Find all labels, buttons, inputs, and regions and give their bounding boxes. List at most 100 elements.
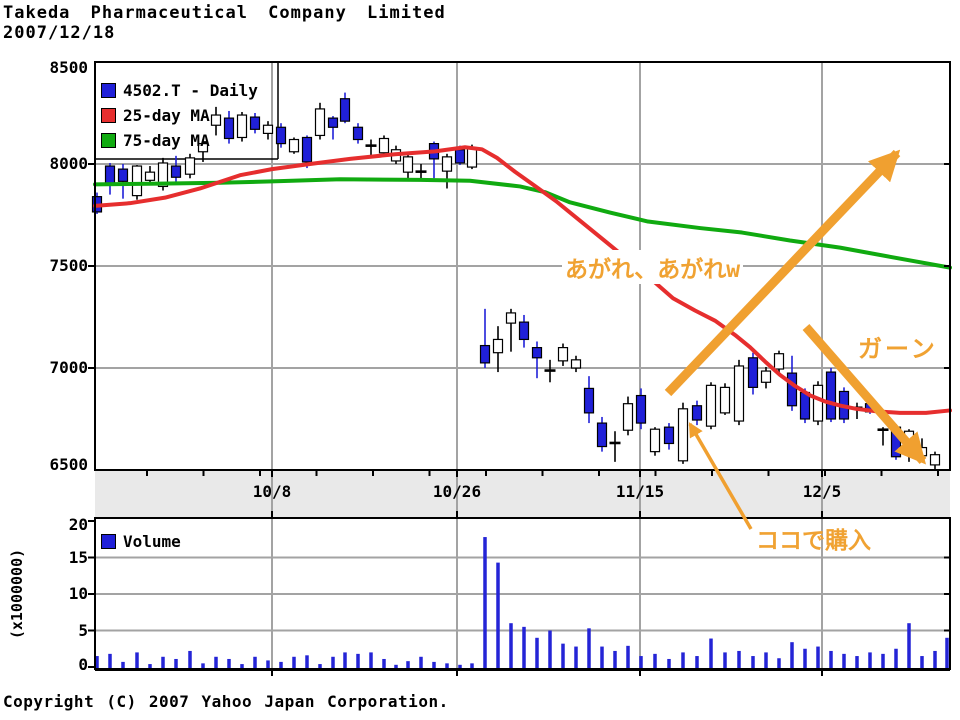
volume-bar	[829, 650, 833, 668]
price-tick-label: 6500	[49, 455, 88, 474]
rally-arrow	[664, 149, 901, 397]
candle	[197, 143, 209, 153]
candle	[262, 124, 274, 134]
volume-bar	[121, 661, 125, 668]
volume-tick-label: 15	[68, 547, 88, 567]
candle	[157, 162, 169, 188]
volume-bar	[723, 652, 727, 668]
volume-bar	[483, 537, 487, 668]
volume-bar	[458, 664, 462, 668]
date-band	[95, 471, 950, 517]
date-tick-label: 10/8	[252, 482, 292, 501]
price-tick-label: 7500	[49, 256, 88, 275]
price-tick-label: 7000	[49, 358, 88, 377]
volume-bar	[201, 663, 205, 668]
volume-bar	[279, 661, 283, 668]
volume-bar	[790, 642, 794, 668]
volume-bar	[777, 658, 781, 668]
volume-bar	[681, 652, 685, 668]
volume-bar	[881, 653, 885, 668]
volume-bar	[667, 658, 671, 668]
candle	[596, 422, 608, 448]
volume-legend: Volume	[101, 529, 181, 554]
volume-bar	[227, 658, 231, 668]
volume-bar	[419, 656, 423, 668]
price-tick-label: 8000	[49, 154, 88, 173]
volume-bar	[496, 562, 500, 668]
candle	[131, 165, 143, 197]
annotation-rise: あがれ、あがれw	[562, 250, 744, 284]
volume-bar	[432, 661, 436, 668]
legend-item-label: 25-day MA	[123, 106, 210, 125]
legend-item-label: 4502.T - Daily	[123, 81, 258, 100]
date-tick-label: 12/5	[802, 482, 842, 501]
candle	[117, 168, 129, 182]
volume-bar	[522, 626, 526, 668]
candle	[663, 426, 675, 445]
ma25-swatch	[101, 108, 116, 123]
volume-bar	[709, 638, 713, 668]
volume-bar	[214, 656, 218, 668]
volume-bar	[148, 664, 152, 668]
candle	[825, 371, 837, 420]
volume-bar	[574, 646, 578, 668]
candle	[170, 165, 182, 178]
candle	[184, 157, 196, 175]
volume-bar	[292, 656, 296, 668]
volume-bar	[356, 653, 360, 668]
volume-bar	[548, 630, 552, 668]
volume-bar	[816, 646, 820, 668]
candle	[570, 359, 582, 369]
chart-title: Takeda Pharmaceutical Company Limited	[3, 3, 446, 23]
price-tick-label: 8500	[49, 58, 88, 77]
candle	[144, 171, 156, 181]
annotation-purchase: ココで購入	[756, 528, 871, 554]
candle	[352, 126, 364, 141]
candle	[635, 394, 647, 424]
candle	[249, 116, 261, 130]
volume-bar	[108, 653, 112, 668]
candle	[773, 353, 785, 370]
candle	[454, 149, 466, 164]
volume-bar	[920, 656, 924, 668]
volume-legend-label: Volume	[123, 532, 181, 551]
volume-bar	[369, 652, 373, 668]
candle	[301, 136, 313, 163]
candle	[719, 386, 731, 414]
volume-bar	[764, 652, 768, 668]
candle	[505, 312, 517, 324]
date-tick-label: 10/26	[432, 482, 482, 501]
volume-bar	[894, 648, 898, 668]
volume-bar	[240, 664, 244, 668]
candle	[747, 357, 759, 388]
candle	[314, 108, 326, 137]
candle	[929, 454, 941, 466]
date-tick-label: 11/15	[615, 482, 665, 501]
volume-tick-label: 5	[78, 620, 88, 640]
volume-bar	[509, 623, 513, 668]
candle	[786, 372, 798, 407]
volume-bar	[161, 656, 165, 668]
volume-tick-label: 20	[68, 515, 88, 534]
volume-bar	[535, 637, 539, 668]
candle	[339, 98, 351, 122]
legend-item-ma25: 25-day MA	[101, 103, 258, 128]
candle	[557, 347, 569, 362]
volume-bar	[470, 663, 474, 668]
candle	[531, 347, 543, 359]
volume-swatch	[101, 534, 116, 549]
volume-bar	[639, 656, 643, 668]
volume-bar	[933, 650, 937, 668]
volume-bar	[253, 656, 257, 668]
candle	[327, 117, 339, 128]
candle	[812, 384, 824, 422]
candle	[760, 370, 772, 383]
volume-bar	[188, 650, 192, 668]
candle	[479, 344, 491, 364]
candle	[733, 365, 745, 422]
volume-bar	[751, 656, 755, 668]
candle	[402, 156, 414, 173]
volume-bar	[135, 652, 139, 668]
volume-bar	[445, 663, 449, 668]
